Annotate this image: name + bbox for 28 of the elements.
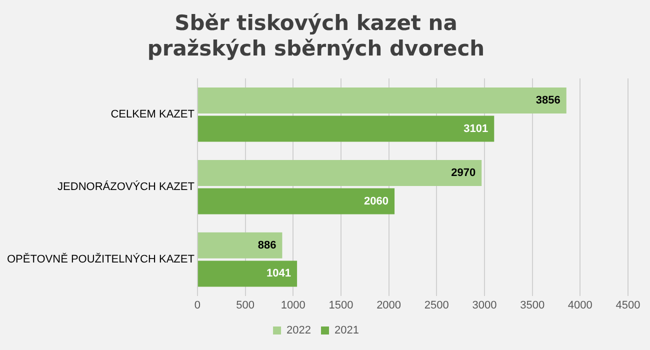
x-tick-label: 2000 [376, 299, 402, 312]
data-label: 886 [258, 239, 276, 252]
bar [198, 260, 298, 287]
x-tick-label: 3000 [472, 299, 497, 312]
data-label: 2060 [364, 195, 389, 208]
legend-label: 2021 [334, 324, 359, 337]
data-label: 2970 [451, 167, 476, 179]
y-tick-label: JEDNORÁZOVÝCH KAZET [58, 180, 195, 194]
legend-label: 2022 [286, 324, 312, 337]
bar [198, 232, 282, 258]
data-label: 3101 [464, 122, 488, 135]
x-tick-label: 3500 [520, 299, 545, 312]
x-tick-label: 2500 [424, 299, 449, 312]
x-tick-label: 1500 [328, 299, 354, 312]
data-label: 3856 [536, 94, 560, 107]
x-tick-label: 500 [236, 299, 254, 312]
y-tick-label: CELKEM KAZET [110, 108, 195, 121]
data-label: 1041 [266, 268, 292, 280]
x-tick-label: 4500 [616, 299, 640, 312]
x-tick-label: 1000 [280, 299, 306, 312]
chart-title: Sběr tiskových kazet na pražských sběrných dvorech [147, 11, 485, 60]
bar [198, 116, 494, 142]
bar [198, 188, 395, 214]
y-tick-label: OPĚTOVNĚ POUŽITELNÝCH KAZET [6, 252, 195, 266]
x-tick-label: 0 [194, 299, 201, 312]
bar [198, 160, 482, 186]
bar [198, 88, 566, 114]
x-tick-label: 4000 [568, 299, 592, 312]
